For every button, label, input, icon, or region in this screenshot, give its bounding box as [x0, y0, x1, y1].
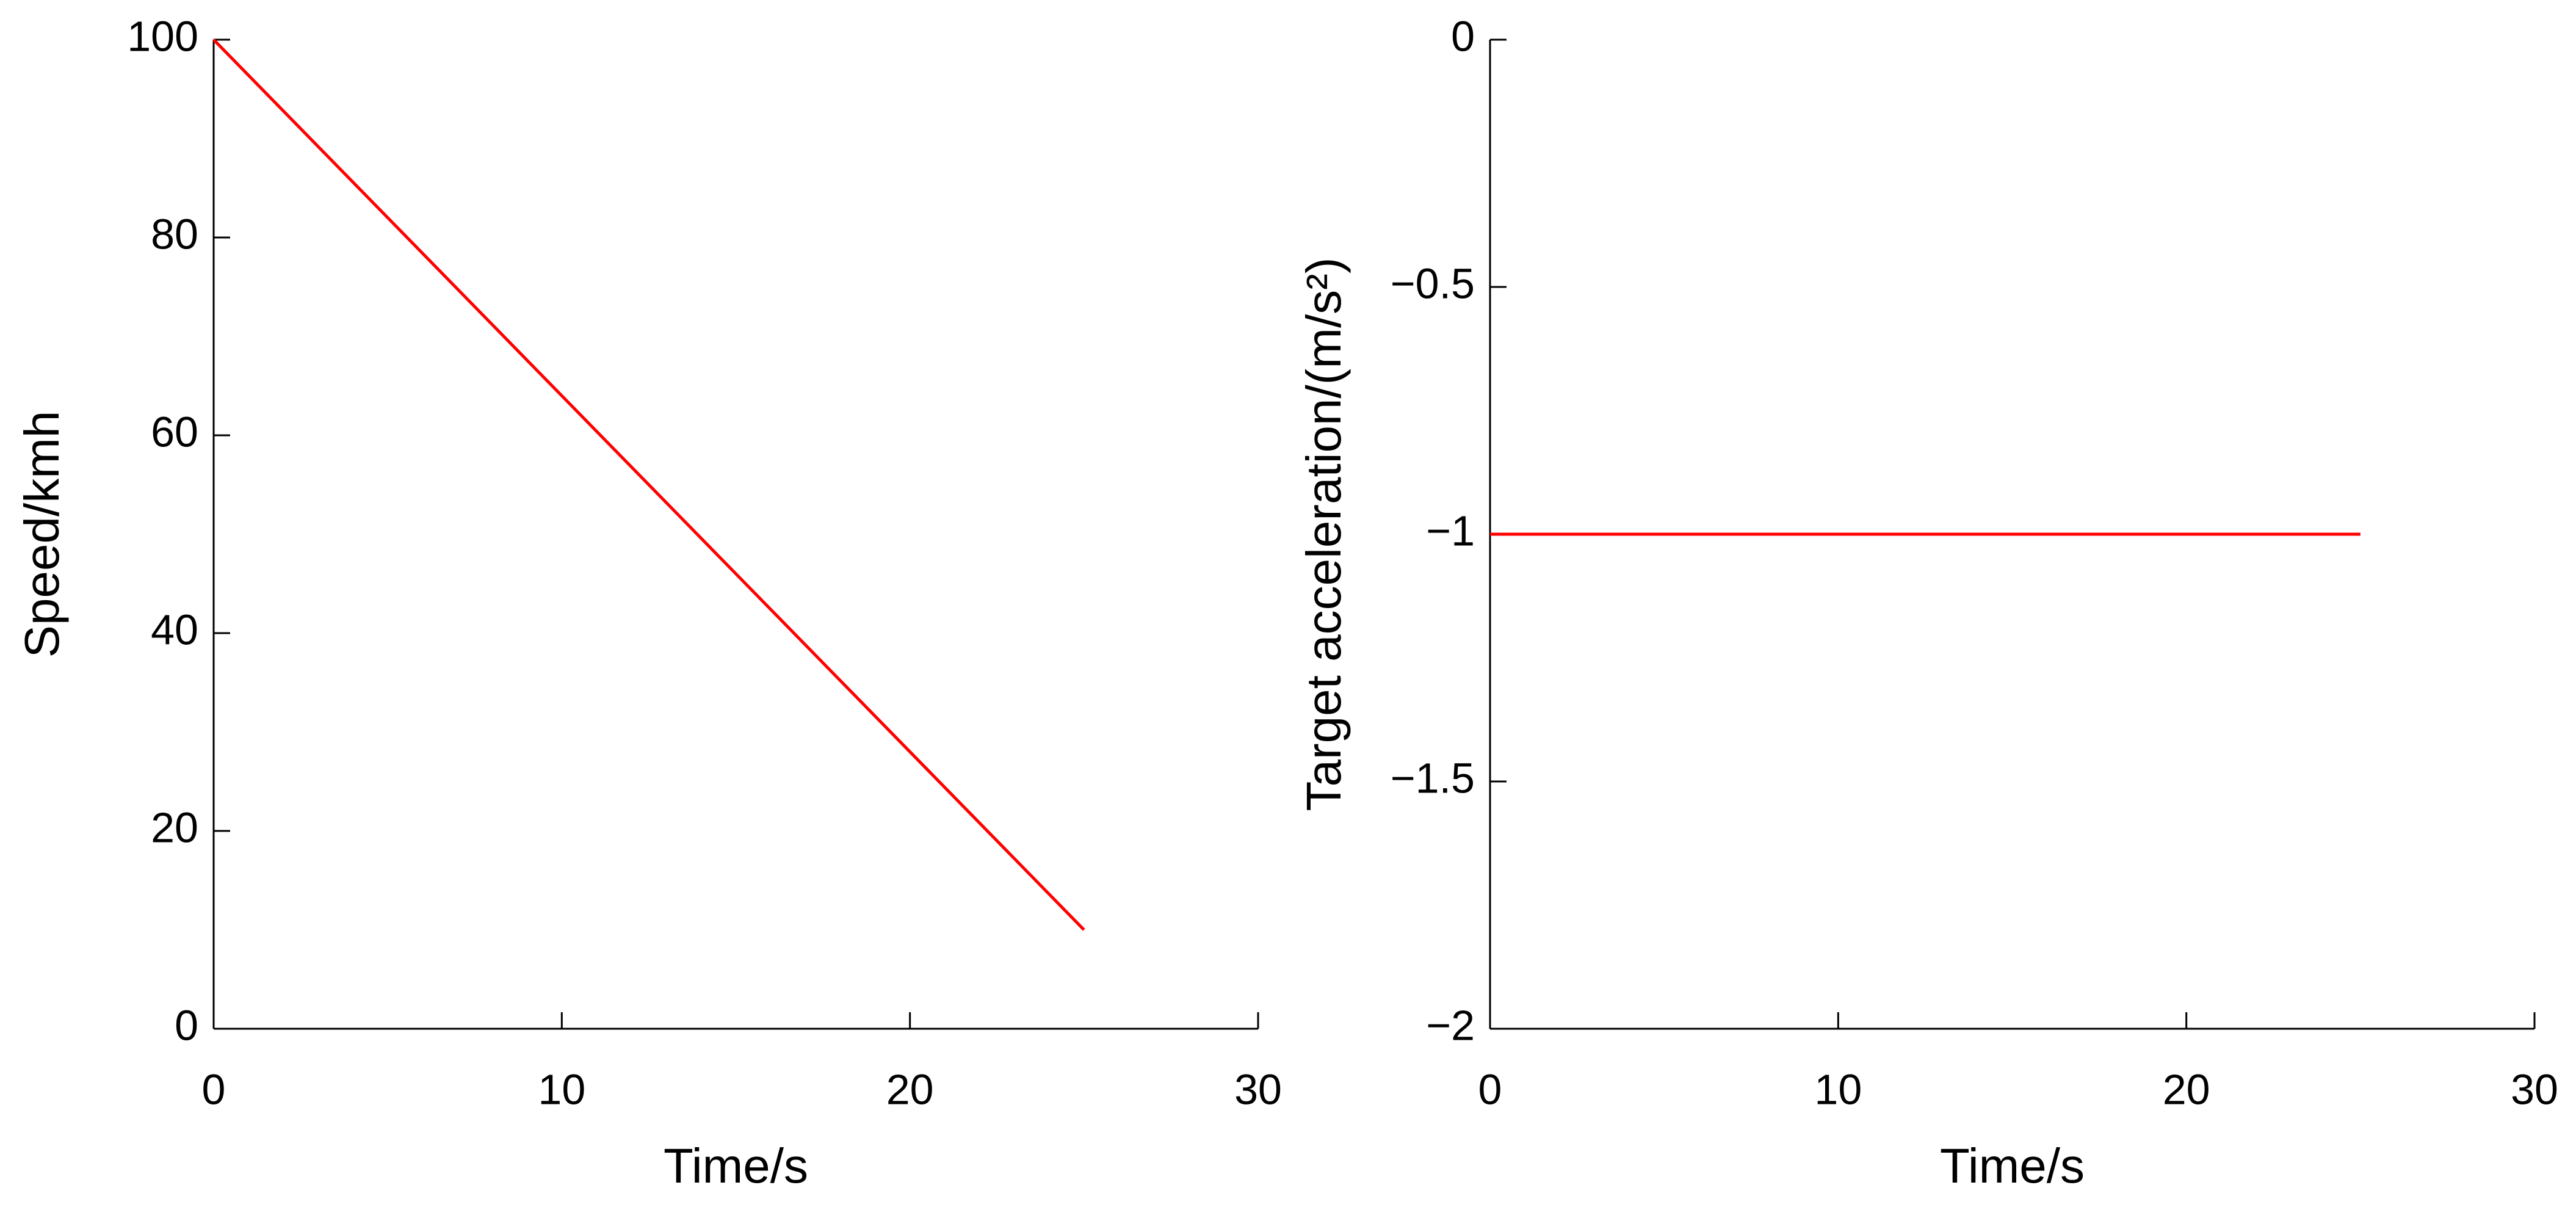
y-tick-label: 100	[127, 12, 198, 60]
y-axis-label: Speed/kmh	[15, 411, 69, 658]
y-tick-label: 0	[1451, 12, 1475, 60]
x-tick-label: 10	[1814, 1065, 1862, 1113]
x-tick-label: 0	[1478, 1065, 1502, 1113]
data-line	[212, 38, 1085, 931]
y-tick-label: 0	[175, 1001, 198, 1049]
y-tick-label: −0.5	[1391, 259, 1475, 307]
x-tick-label: 10	[538, 1065, 585, 1113]
y-axis-label: Target acceleration/(m/s²)	[1297, 258, 1351, 811]
y-tick-label: 60	[151, 408, 198, 455]
y-tick-label: 40	[151, 606, 198, 653]
x-axis-label: Time/s	[1940, 1139, 2085, 1193]
x-tick-label: 30	[2511, 1065, 2558, 1113]
x-tick-label: 30	[1234, 1065, 1282, 1113]
y-tick-label: −1.5	[1391, 754, 1475, 802]
y-tick-label: 80	[151, 210, 198, 258]
x-tick-label: 20	[886, 1065, 934, 1113]
y-tick-label: −1	[1426, 507, 1475, 554]
y-tick-label: 20	[151, 803, 198, 851]
x-tick-label: 0	[202, 1065, 226, 1113]
x-tick-label: 20	[2163, 1065, 2210, 1113]
y-tick-label: −2	[1426, 1001, 1475, 1049]
x-axis-label: Time/s	[664, 1139, 808, 1193]
